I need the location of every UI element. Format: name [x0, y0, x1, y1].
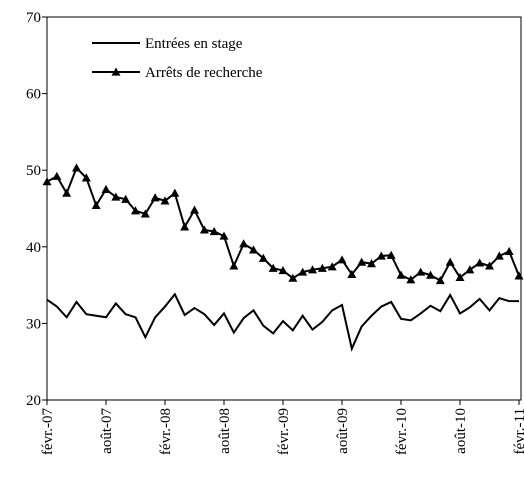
- y-tick-label: 60: [26, 87, 41, 103]
- series-marker: [239, 239, 249, 248]
- series-marker: [140, 209, 150, 218]
- series-marker: [435, 276, 445, 285]
- series-marker: [131, 206, 140, 215]
- x-tick-label: août-07: [99, 408, 115, 454]
- series-marker: [91, 200, 101, 210]
- series-marker: [229, 261, 239, 270]
- series-marker: [367, 259, 376, 268]
- series-marker: [406, 275, 416, 284]
- x-tick-label: août-09: [335, 408, 351, 454]
- series-marker: [386, 250, 396, 259]
- y-tick-label: 30: [26, 316, 41, 332]
- x-tick-label: févr.-07: [40, 408, 56, 456]
- legend-marker: [111, 67, 121, 76]
- series-marker: [190, 205, 199, 214]
- series-marker: [121, 194, 131, 203]
- series-marker: [465, 265, 475, 274]
- plot-frame: [46, 16, 522, 401]
- series-marker: [514, 271, 524, 280]
- series-marker: [160, 196, 170, 205]
- series-marker: [52, 171, 62, 180]
- series-marker: [485, 261, 494, 270]
- y-tick-label: 20: [26, 393, 41, 409]
- series-marker: [288, 273, 298, 282]
- series-marker: [494, 251, 504, 260]
- x-tick-label: févr.-09: [276, 408, 292, 455]
- series-marker: [308, 265, 317, 274]
- series-marker: [72, 163, 81, 172]
- series-marker: [111, 192, 121, 201]
- series-marker: [219, 231, 229, 240]
- series-marker: [298, 267, 308, 276]
- series-marker: [376, 251, 386, 260]
- series-marker: [209, 226, 219, 236]
- x-tick-label: févr.-11: [512, 408, 524, 455]
- series-marker: [396, 270, 406, 279]
- series-marker: [170, 188, 180, 197]
- y-tick-label: 40: [26, 240, 41, 256]
- series-line: [46, 292, 519, 352]
- series-marker: [416, 267, 426, 276]
- series-marker: [278, 266, 288, 275]
- series-marker: [81, 173, 91, 182]
- legend-label: Entrées en stage: [145, 36, 243, 52]
- legend-label: Arrêts de recherche: [145, 65, 263, 81]
- series-marker: [475, 258, 485, 267]
- series-marker: [337, 255, 347, 264]
- series-marker: [347, 269, 357, 278]
- series-marker: [357, 257, 367, 266]
- series-marker: [504, 246, 514, 255]
- series-marker: [249, 245, 258, 254]
- series-marker: [199, 225, 209, 234]
- series-marker: [445, 257, 455, 266]
- series-marker: [317, 263, 327, 272]
- series-marker: [150, 193, 160, 202]
- y-tick-label: 50: [26, 163, 41, 179]
- series-marker: [258, 253, 268, 262]
- x-tick-label: févr.-08: [158, 408, 174, 455]
- series-marker: [42, 177, 52, 186]
- series-marker: [268, 263, 278, 272]
- series-marker: [426, 270, 435, 279]
- x-tick-label: févr.-10: [394, 408, 410, 455]
- series-marker: [62, 188, 72, 197]
- x-tick-label: août-10: [453, 408, 469, 454]
- series-marker: [327, 262, 337, 271]
- y-tick-label: 70: [26, 10, 41, 26]
- series-marker: [455, 272, 465, 282]
- series-marker: [101, 184, 111, 193]
- x-tick-label: août-08: [217, 408, 233, 454]
- series-marker: [180, 222, 190, 231]
